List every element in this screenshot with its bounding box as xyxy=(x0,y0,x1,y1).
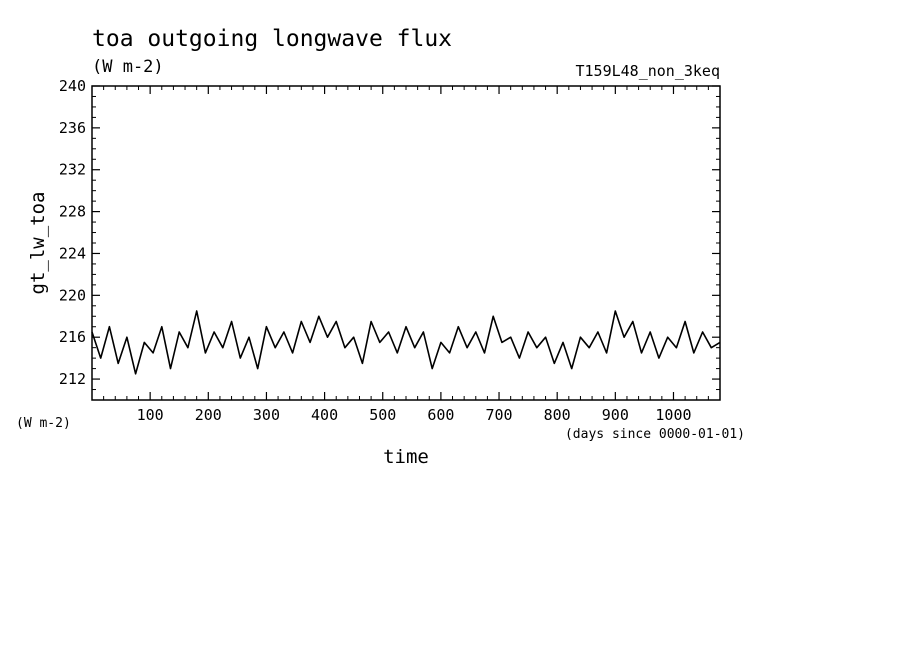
x-axis: 100 200 300 400 500 600 700 800 900 1000 xyxy=(103,86,709,424)
y-tick-label: 212 xyxy=(59,370,86,388)
x-tick-label: 600 xyxy=(427,406,454,424)
y-units-label: (W m-2) xyxy=(16,416,71,431)
x-tick-label: 800 xyxy=(544,406,571,424)
x-tick-label: 300 xyxy=(253,406,280,424)
x-tick-label: 700 xyxy=(485,406,512,424)
x-tick-label: 900 xyxy=(602,406,629,424)
y-tick-label: 236 xyxy=(59,119,86,137)
x-tick-label: 100 xyxy=(137,406,164,424)
y-tick-label: 216 xyxy=(59,328,86,346)
run-label: T159L48_non_3keq xyxy=(576,62,721,80)
series-line xyxy=(91,310,721,375)
y-tick-label: 224 xyxy=(59,244,86,262)
plot-frame xyxy=(91,85,721,401)
x-tick-label: 500 xyxy=(369,406,396,424)
x-tick-label: 400 xyxy=(311,406,338,424)
y-tick-label: 220 xyxy=(59,286,86,304)
y-axis-title: gt_lw_toa xyxy=(27,192,49,295)
chart-units: (W m-2) xyxy=(92,57,164,77)
y-tick-label: 232 xyxy=(59,161,86,179)
y-axis: 212 216 220 224 228 232 236 240 xyxy=(59,77,720,391)
x-axis-title: time xyxy=(383,446,429,468)
chart-title: toa outgoing longwave flux xyxy=(92,26,452,52)
y-tick-label: 240 xyxy=(59,77,86,95)
x-tick-label: 200 xyxy=(195,406,222,424)
x-units-label: (days since 0000-01-01) xyxy=(565,427,745,442)
x-tick-label: 1000 xyxy=(655,406,691,424)
y-tick-label: 228 xyxy=(59,203,86,221)
